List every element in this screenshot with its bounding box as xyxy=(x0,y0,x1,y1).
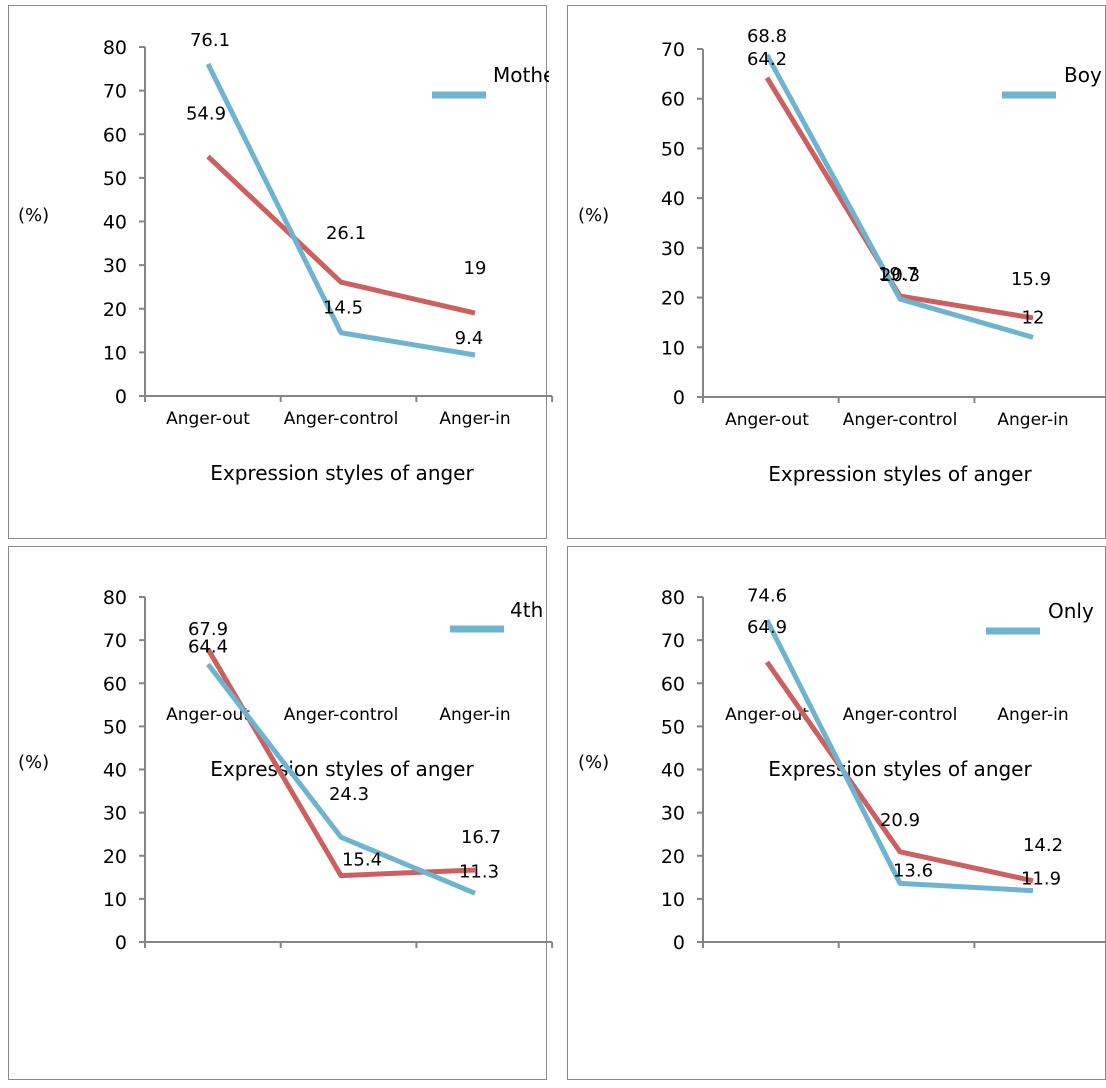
series-line-blue xyxy=(206,662,476,896)
y-tick-label: 60 xyxy=(661,89,685,111)
chart-panel: 0 10 20 30 40 50 60 70 80 Anger-out Anger-control A… xyxy=(567,546,1106,1080)
y-tick-label: 80 xyxy=(661,587,685,609)
y-tick-label: 30 xyxy=(103,255,127,277)
y-tick-label: 80 xyxy=(103,37,127,59)
data-label: 15.9 xyxy=(1011,269,1051,290)
y-tick-label: 50 xyxy=(661,138,685,160)
data-label: 26.1 xyxy=(326,223,366,244)
series-line-blue xyxy=(764,619,1034,894)
y-tick-label: 60 xyxy=(103,124,127,146)
chart-panel: 0 10 20 30 40 50 60 70 80 Anger-out Anger-control A… xyxy=(8,5,555,539)
y-tick-label: 10 xyxy=(661,337,685,359)
y-tick-label: 20 xyxy=(103,299,127,321)
data-label: 14.5 xyxy=(323,298,363,319)
data-label: 24.3 xyxy=(329,784,369,805)
series-line-red xyxy=(206,154,476,316)
y-tick-label: 80 xyxy=(103,587,127,609)
y-tick-label: 50 xyxy=(103,168,127,190)
chart-frame xyxy=(567,546,1106,1080)
data-label: 74.6 xyxy=(747,585,787,606)
legend-label: Boy xyxy=(1064,63,1102,87)
data-label: 13.6 xyxy=(893,860,933,881)
y-tick-label: 30 xyxy=(661,803,685,825)
x-tick-label: Anger-in xyxy=(439,409,510,429)
chart-panel: 0 10 20 30 40 50 60 70 80 Anger-out Anger-control A… xyxy=(8,546,554,1080)
y-tick-label: 30 xyxy=(661,238,685,260)
data-label: 19.7 xyxy=(878,264,918,285)
y-tick-label: 0 xyxy=(673,387,685,409)
y-tick-label: 70 xyxy=(661,630,685,652)
series-line-blue xyxy=(764,53,1034,340)
y-tick-label: 10 xyxy=(103,889,127,911)
x-tick-label: Anger-control xyxy=(284,409,399,429)
data-label: 67.9 xyxy=(188,619,228,640)
data-label: 20.9 xyxy=(880,810,920,831)
data-label: 64.2 xyxy=(747,49,787,70)
data-label: 16.7 xyxy=(461,827,501,848)
y-tick-label: 60 xyxy=(661,673,685,695)
x-axis-title: Expression styles of anger xyxy=(210,461,474,485)
series-line-red xyxy=(764,660,1034,884)
y-tick-label: 60 xyxy=(103,673,127,695)
data-label: 54.9 xyxy=(186,103,226,124)
y-tick-label: 50 xyxy=(103,716,127,738)
data-label: 14.2 xyxy=(1023,835,1063,856)
y-tick-label: 70 xyxy=(103,81,127,103)
chart-frame xyxy=(8,5,547,539)
y-tick-label: 0 xyxy=(115,932,127,954)
x-tick-label: Anger-out xyxy=(725,410,809,430)
data-label: 64.4 xyxy=(188,636,228,657)
y-tick-label: 30 xyxy=(103,803,127,825)
data-label: 11.3 xyxy=(459,861,499,882)
y-tick-label: 40 xyxy=(661,760,685,782)
y-tick-label: 40 xyxy=(103,760,127,782)
data-label: 19 xyxy=(464,258,487,279)
data-label: 9.4 xyxy=(455,328,484,349)
legend-label: Only xyxy=(1048,599,1094,623)
x-axis-title: Expression styles of anger xyxy=(768,462,1032,486)
y-axis-label: (%) xyxy=(578,205,609,226)
data-label: 64.9 xyxy=(747,617,787,638)
data-label: 76.1 xyxy=(190,30,230,51)
y-axis-label: (%) xyxy=(18,205,49,226)
y-tick-label: 0 xyxy=(673,932,685,954)
y-tick-label: 20 xyxy=(661,846,685,868)
x-tick-label: Anger-control xyxy=(843,410,958,430)
legend-label: Mothe xyxy=(493,63,555,87)
series-line-blue xyxy=(205,62,476,358)
x-tick-label: Anger-out xyxy=(725,705,809,725)
data-label: 15.4 xyxy=(342,850,382,871)
y-tick-label: 40 xyxy=(103,212,127,234)
y-tick-label: 0 xyxy=(115,386,127,408)
y-tick-label: 20 xyxy=(103,846,127,868)
x-tick-label: Anger-out xyxy=(166,409,250,429)
y-tick-label: 10 xyxy=(103,342,127,364)
x-tick-label: Anger-out xyxy=(166,705,250,725)
y-tick-label: 10 xyxy=(661,889,685,911)
y-axis-label: (%) xyxy=(18,752,49,773)
data-label: 12 xyxy=(1022,307,1045,328)
chart-panel: 0 10 20 30 40 50 60 70 Anger-out Anger-control Ang… xyxy=(567,5,1106,539)
y-tick-label: 20 xyxy=(661,288,685,310)
chart-frame xyxy=(8,546,547,1080)
x-tick-label: Anger-in xyxy=(997,705,1068,725)
x-tick-label: Anger-control xyxy=(284,705,399,725)
data-label: 11.9 xyxy=(1021,869,1061,890)
legend-label: 4th xyxy=(510,598,543,622)
x-tick-label: Anger-in xyxy=(997,410,1068,430)
y-tick-label: 70 xyxy=(661,39,685,61)
x-tick-label: Anger-in xyxy=(439,705,510,725)
x-tick-label: Anger-control xyxy=(843,705,958,725)
y-tick-label: 70 xyxy=(103,630,127,652)
x-axis-title: Expression styles of anger xyxy=(768,757,1032,781)
data-label: 68.8 xyxy=(747,26,787,47)
data-label: 20.3 xyxy=(880,265,920,286)
y-axis-label: (%) xyxy=(578,752,609,773)
y-tick-label: 50 xyxy=(661,716,685,738)
x-axis-title: Expression styles of anger xyxy=(210,757,474,781)
y-tick-label: 40 xyxy=(661,188,685,210)
